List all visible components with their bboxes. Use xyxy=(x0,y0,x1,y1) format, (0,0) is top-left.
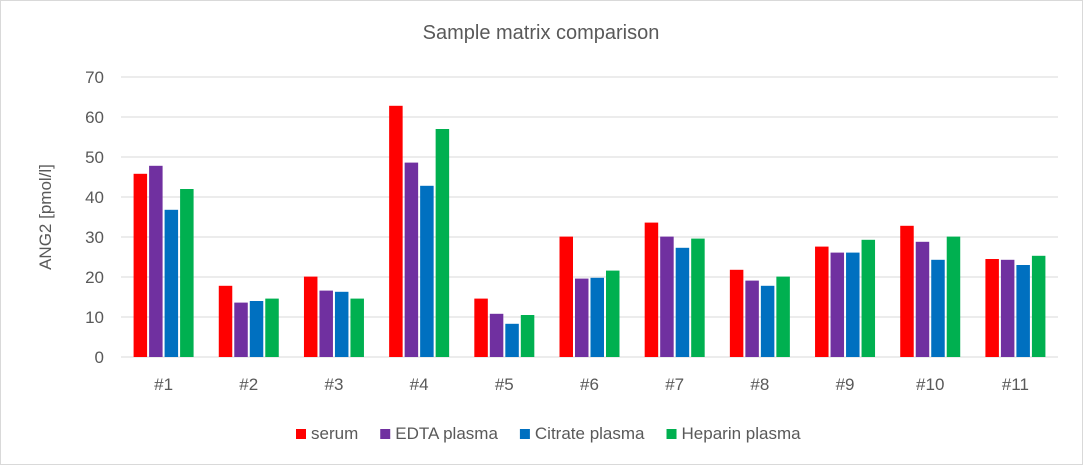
bars xyxy=(133,105,1046,357)
bar-heparin-plasma xyxy=(606,270,620,357)
bar-edta-plasma xyxy=(319,290,333,357)
bar-heparin-plasma xyxy=(776,276,790,357)
x-tick-label: #3 xyxy=(324,375,343,394)
bar-heparin-plasma xyxy=(1031,255,1046,357)
bar-edta-plasma xyxy=(660,236,674,357)
bar-serum xyxy=(729,269,744,357)
bar-serum xyxy=(389,105,403,357)
bar-edta-plasma xyxy=(234,302,248,357)
chart-title: Sample matrix comparison xyxy=(423,22,660,44)
legend-label: serum xyxy=(311,424,358,443)
y-tick-label: 0 xyxy=(95,348,104,367)
bar-edta-plasma xyxy=(149,165,163,357)
y-tick-label: 70 xyxy=(85,68,104,87)
x-tick-label: #5 xyxy=(495,375,514,394)
bar-serum xyxy=(303,276,318,357)
bar-citrate-plasma xyxy=(931,259,945,357)
bar-serum xyxy=(133,173,148,357)
x-tick-label: #7 xyxy=(665,375,684,394)
bar-heparin-plasma xyxy=(861,239,876,357)
x-tick-label: #9 xyxy=(836,375,855,394)
x-tick-label: #11 xyxy=(1002,375,1029,394)
bar-citrate-plasma xyxy=(505,323,519,357)
legend-swatch xyxy=(380,429,391,439)
bar-edta-plasma xyxy=(404,162,419,357)
legend-label: EDTA plasma xyxy=(395,424,498,443)
y-tick-label: 30 xyxy=(85,228,104,247)
y-tick-label: 40 xyxy=(85,188,104,207)
bar-edta-plasma xyxy=(489,313,504,357)
x-tick-label: #8 xyxy=(750,375,769,394)
x-tick-label: #10 xyxy=(916,375,944,394)
legend-label: Citrate plasma xyxy=(535,424,645,443)
y-tick-label: 60 xyxy=(85,108,104,127)
bar-citrate-plasma xyxy=(249,301,264,357)
bar-edta-plasma xyxy=(745,280,759,357)
bar-citrate-plasma xyxy=(334,291,349,357)
bar-serum xyxy=(559,236,573,357)
x-tick-label: #4 xyxy=(410,375,429,394)
legend-swatch xyxy=(296,429,306,439)
y-tick-label: 20 xyxy=(85,268,104,287)
x-tick-label: #1 xyxy=(154,375,173,394)
bar-serum xyxy=(218,285,233,357)
bar-heparin-plasma xyxy=(350,298,364,357)
bar-edta-plasma xyxy=(915,241,930,357)
y-tick-label: 10 xyxy=(85,308,104,327)
bar-edta-plasma xyxy=(575,278,589,357)
legend-swatch xyxy=(666,429,677,439)
bar-heparin-plasma xyxy=(180,189,194,357)
bar-citrate-plasma xyxy=(590,277,604,357)
x-tick-label: #2 xyxy=(239,375,258,394)
y-tick-label: 50 xyxy=(85,148,104,167)
x-axis-ticks: #1 #2 #3 #4 #5 #6 #7 #8 #9 #10 #11 xyxy=(154,375,1029,394)
bar-serum xyxy=(900,225,914,357)
bar-citrate-plasma xyxy=(164,209,179,357)
bar-heparin-plasma xyxy=(691,238,705,357)
legend-swatch xyxy=(519,429,530,439)
bar-citrate-plasma xyxy=(675,247,690,357)
bar-citrate-plasma xyxy=(1016,265,1030,357)
bar-heparin-plasma xyxy=(946,236,961,357)
bar-serum xyxy=(474,298,488,357)
y-axis-title: ANG2 [pmol/l] xyxy=(36,164,55,270)
x-tick-label: #6 xyxy=(580,375,599,394)
bar-citrate-plasma xyxy=(846,252,860,357)
bar-citrate-plasma xyxy=(420,185,434,357)
bar-citrate-plasma xyxy=(760,285,775,357)
bar-edta-plasma xyxy=(830,252,845,357)
bar-edta-plasma xyxy=(1000,259,1015,357)
legend: serum EDTA plasma Citrate plasma Heparin pl… xyxy=(296,424,801,443)
y-axis-ticks: 0 10 20 30 40 50 60 70 xyxy=(85,68,104,367)
bar-serum xyxy=(644,222,659,357)
bar-serum xyxy=(985,259,999,357)
bar-heparin-plasma xyxy=(265,298,279,357)
bar-heparin-plasma xyxy=(520,315,535,357)
bar-serum xyxy=(815,246,829,357)
legend-label: Heparin plasma xyxy=(682,424,802,443)
bar-heparin-plasma xyxy=(435,129,450,357)
